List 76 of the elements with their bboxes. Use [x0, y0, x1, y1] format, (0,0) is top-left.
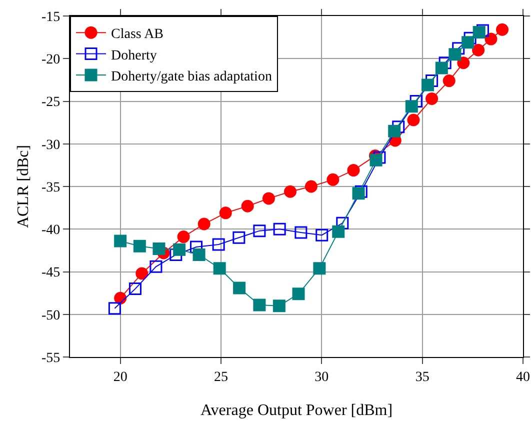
point — [253, 224, 266, 238]
point — [304, 180, 318, 193]
point — [316, 228, 328, 242]
x-axis-title: Average Output Power [dBm] — [200, 402, 393, 419]
point — [370, 154, 382, 166]
legend-label: Class AB — [111, 27, 164, 42]
point — [152, 242, 166, 255]
y-tick-label: -40 — [42, 223, 60, 238]
point — [405, 100, 418, 113]
point — [313, 262, 326, 275]
point — [336, 216, 349, 230]
point — [108, 302, 121, 315]
point — [426, 92, 438, 105]
point — [198, 218, 210, 230]
point — [332, 225, 345, 238]
point — [373, 151, 386, 164]
point — [457, 56, 470, 70]
x-tick-label: 35 — [415, 370, 430, 385]
point — [177, 230, 190, 244]
point — [150, 260, 162, 273]
x-tick-label: 30 — [314, 370, 329, 385]
point — [422, 78, 434, 92]
point — [392, 120, 405, 134]
point — [212, 238, 225, 251]
y-tick-label: -30 — [42, 138, 60, 153]
y-tick-label: -55 — [42, 350, 60, 366]
point — [192, 248, 206, 261]
y-tick-label: -25 — [42, 95, 60, 110]
point — [114, 234, 127, 248]
y-tick-label: -35 — [42, 180, 60, 196]
x-tick-label: 25 — [214, 370, 228, 385]
point — [352, 187, 365, 200]
point — [262, 192, 275, 205]
point — [496, 23, 509, 36]
y-tick-label: -45 — [42, 266, 60, 281]
point — [426, 74, 438, 88]
point — [292, 288, 305, 300]
point — [190, 240, 202, 254]
y-tick-label: -50 — [42, 308, 60, 324]
y-tick-label: -20 — [42, 52, 60, 68]
point — [354, 185, 368, 198]
point — [219, 206, 232, 220]
x-tick-label: 40 — [516, 370, 530, 385]
point — [435, 62, 448, 74]
point — [410, 95, 422, 108]
point — [273, 222, 286, 236]
point — [133, 240, 146, 252]
point — [484, 32, 498, 46]
legend-label: Doherty — [111, 48, 157, 64]
point — [438, 56, 452, 70]
point — [462, 36, 474, 49]
point — [472, 26, 486, 38]
point — [241, 200, 254, 212]
point — [388, 124, 401, 138]
point — [326, 173, 340, 186]
point — [442, 74, 456, 88]
point — [128, 282, 142, 296]
legend-label: Doherty/gate bias adaptation — [111, 69, 272, 84]
point — [448, 48, 462, 61]
point — [294, 226, 308, 239]
x-tick-label: 20 — [113, 370, 128, 385]
point — [170, 248, 182, 261]
point — [233, 282, 246, 294]
point — [284, 185, 297, 198]
point — [232, 231, 246, 244]
point — [476, 24, 489, 37]
y-tick-label: -15 — [42, 10, 60, 25]
y-axis-title: ACLR [dBc] — [15, 144, 32, 228]
point — [173, 243, 186, 256]
point — [407, 114, 420, 126]
point — [213, 262, 226, 275]
point — [136, 267, 148, 280]
point — [472, 44, 485, 56]
point — [272, 300, 286, 312]
point — [347, 164, 360, 177]
point — [253, 298, 266, 312]
